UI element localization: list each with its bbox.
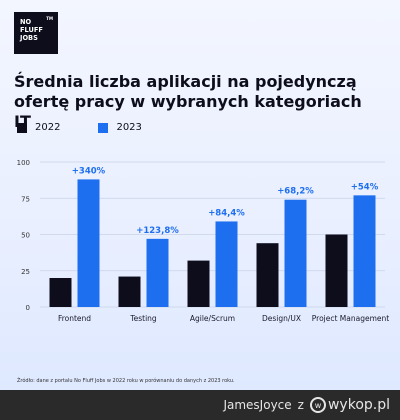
legend-item-2023: 2023 [98,122,142,133]
logo-line-3: JOBS [20,34,38,42]
y-tick-label: 100 [17,159,30,167]
legend-item-2022: 2022 [17,122,60,133]
bar-2022 [325,234,348,307]
chart-legend: 2022 2023 [17,122,180,133]
growth-annotation: +340% [72,166,106,176]
legend-label-2023: 2023 [116,122,142,133]
x-tick-label: Frontend [58,314,91,323]
y-tick-label: 75 [21,195,30,203]
wykop-logo-icon: w [309,397,326,413]
y-tick-label: 50 [21,232,30,240]
logo-line-1: NO [20,18,32,26]
bar-2023 [146,238,169,307]
source-note: Źródło: dane z portalu No Fluff Jobs w 2… [17,378,235,384]
growth-annotation: +84,4% [208,208,245,218]
author-name[interactable]: JamesJoyce [223,398,292,412]
bar-chart: 0 25 50 75 100 +340% Frontend +123,8% Testing +84… [17,159,390,323]
bar-2023 [215,221,238,307]
bar-2022 [256,243,279,307]
legend-label-2022: 2022 [35,122,61,133]
y-tick-label: 0 [26,304,30,312]
bar-2023 [77,179,100,307]
growth-annotation: +123,8% [136,226,179,236]
wykop-link[interactable]: w wykop.pl [309,397,390,413]
legend-swatch-2023 [98,122,109,133]
growth-annotation: +54% [351,182,379,192]
footer-separator: z [297,398,304,412]
bar-2022 [49,278,72,307]
logo-line-2: FLUFF [20,26,43,34]
legend-swatch-2022 [17,122,27,133]
bar-2022 [118,276,141,307]
no-fluff-jobs-logo: TM NO FLUFF JOBS [14,12,58,54]
x-tick-label: Agile/Scrum [190,314,235,323]
x-tick-label: Design/UX [262,314,301,323]
bar-2023 [353,195,376,307]
logo-trademark: TM [46,16,53,21]
footer-bar: JamesJoyce z w wykop.pl [0,390,400,420]
bar-2023 [284,199,307,307]
x-tick-label: Project Management [312,314,390,323]
site-name: wykop.pl [327,397,390,413]
y-tick-label: 25 [21,268,30,276]
bar-2022 [187,260,210,307]
growth-annotation: +68,2% [277,187,314,197]
x-tick-label: Testing [129,314,157,323]
